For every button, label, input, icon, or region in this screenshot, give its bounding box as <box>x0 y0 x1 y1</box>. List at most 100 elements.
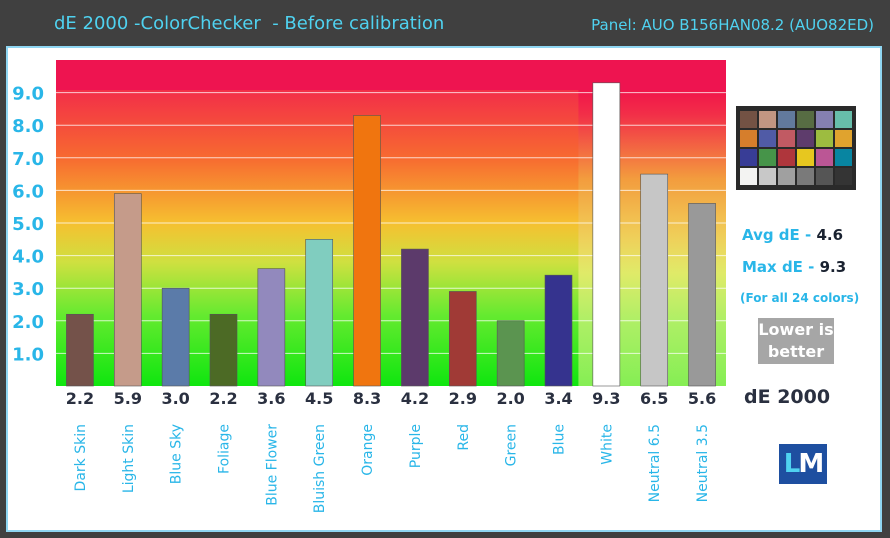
value-label: 5.9 <box>114 389 142 408</box>
lower-is-better-badge: Lower is better <box>758 318 834 364</box>
y-tick-label: 3.0 <box>12 279 44 300</box>
checker-patch <box>740 149 757 166</box>
category-label: Red <box>456 424 472 451</box>
y-tick-label: 5.0 <box>12 214 44 235</box>
bar <box>592 82 621 387</box>
category-label: Dark Skin <box>73 424 89 491</box>
value-label: 4.2 <box>401 389 429 408</box>
category-label: Neutral 3.5 <box>695 424 711 502</box>
checker-patch <box>797 149 814 166</box>
laptopmedia-logo: LM <box>779 444 827 484</box>
checker-row <box>740 168 852 185</box>
stat-note: (For all 24 colors) <box>740 291 860 305</box>
bar <box>640 173 669 387</box>
checker-patch <box>816 149 833 166</box>
lower-line-2: better <box>767 342 825 361</box>
category-label: Blue Sky <box>169 424 185 484</box>
y-tick-label: 4.0 <box>12 247 44 268</box>
category-label: Blue <box>552 424 568 455</box>
category-label: Light Skin <box>121 424 137 493</box>
checker-patch <box>778 168 795 185</box>
bar <box>66 313 94 387</box>
bar <box>209 313 238 387</box>
checker-patch <box>835 149 852 166</box>
y-tick-label: 6.0 <box>12 181 44 202</box>
category-label: Orange <box>360 424 376 476</box>
checker-patch <box>759 111 776 128</box>
max-de-label: Max dE <box>742 258 803 276</box>
avg-de-value: 4.6 <box>816 226 844 244</box>
category-label: Neutral 6.5 <box>647 424 663 502</box>
plot-background-top-band <box>56 60 726 90</box>
value-label: 6.5 <box>640 389 668 408</box>
chart-title: dE 2000 -ColorChecker - Before calibrati… <box>54 13 445 34</box>
colorchecker-icon <box>736 106 856 190</box>
max-de-value: 9.3 <box>819 258 847 276</box>
checker-patch <box>816 130 833 147</box>
checker-patch <box>835 130 852 147</box>
checker-patch <box>759 130 776 147</box>
y-tick-label: 9.0 <box>12 84 44 105</box>
checker-patch <box>778 130 795 147</box>
bar <box>113 193 142 387</box>
y-tick-label: 1.0 <box>12 344 44 365</box>
category-label: Blue Flower <box>264 424 280 506</box>
logo-l: L <box>783 449 801 479</box>
checker-patch <box>759 149 776 166</box>
checker-patch <box>759 168 776 185</box>
value-label: 3.0 <box>161 389 189 408</box>
value-label: 4.5 <box>305 389 333 408</box>
bar <box>688 203 716 387</box>
y-tick-label: 7.0 <box>12 149 44 170</box>
avg-de-stat: Avg dE - 4.6 <box>742 226 844 244</box>
value-label: 3.6 <box>257 389 285 408</box>
checker-row <box>740 111 852 128</box>
checker-patch <box>797 130 814 147</box>
category-label: Green <box>504 424 520 466</box>
value-label: 3.4 <box>544 389 572 408</box>
value-label: 2.9 <box>449 389 477 408</box>
category-label: Bluish Green <box>312 424 328 513</box>
bar <box>353 115 381 387</box>
checker-patch <box>816 168 833 185</box>
bar <box>257 268 286 387</box>
checker-patch <box>816 111 833 128</box>
y-tick-label: 2.0 <box>12 312 44 333</box>
max-de-stat: Max dE - 9.3 <box>742 258 847 276</box>
checker-row <box>740 149 852 166</box>
bar <box>305 239 334 387</box>
value-label: 8.3 <box>353 389 381 408</box>
checker-patch <box>797 111 814 128</box>
value-label: 5.6 <box>688 389 716 408</box>
checker-patch <box>740 168 757 185</box>
bar <box>544 274 573 387</box>
category-label: Purple <box>408 424 424 468</box>
value-label: 2.2 <box>209 389 237 408</box>
value-label: 2.0 <box>496 389 524 408</box>
avg-de-label: Avg dE <box>742 226 800 244</box>
bar <box>448 291 477 387</box>
value-label: 2.2 <box>66 389 94 408</box>
checker-row <box>740 130 852 147</box>
metric-label: dE 2000 <box>744 386 831 408</box>
bar <box>496 320 525 387</box>
bar <box>161 287 190 387</box>
y-tick-label: 8.0 <box>12 116 44 137</box>
category-label: Foliage <box>217 424 233 474</box>
panel-label: Panel: AUO B156HAN08.2 (AUO82ED) <box>591 16 874 34</box>
bar <box>401 248 429 387</box>
checker-patch <box>797 168 814 185</box>
lower-line-1: Lower is <box>758 320 834 339</box>
checker-patch <box>835 168 852 185</box>
value-label: 9.3 <box>592 389 620 408</box>
logo-m: M <box>798 449 824 479</box>
checker-patch <box>835 111 852 128</box>
category-label: White <box>599 424 615 465</box>
checker-patch <box>778 149 795 166</box>
checker-patch <box>740 130 757 147</box>
checker-patch <box>778 111 795 128</box>
checker-patch <box>740 111 757 128</box>
